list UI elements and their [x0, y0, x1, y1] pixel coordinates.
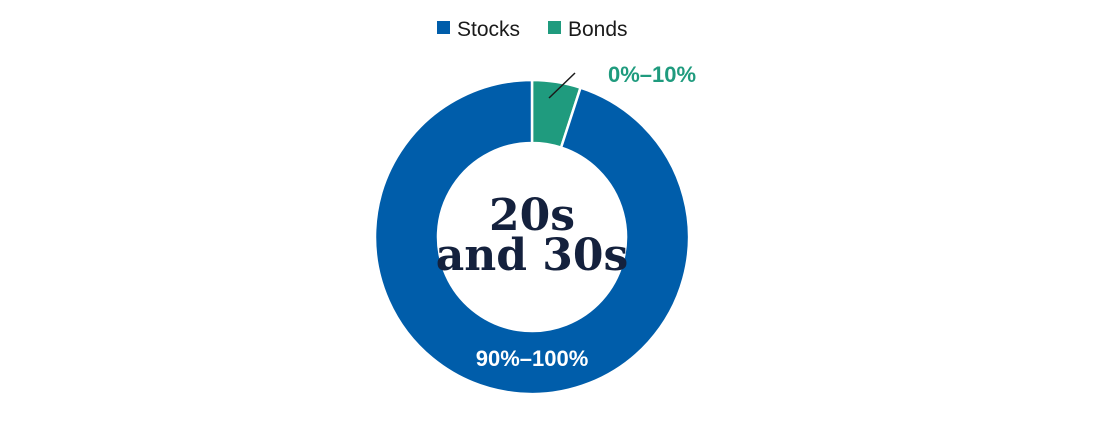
center-label-line-1: 20s	[489, 190, 575, 241]
legend-label-bonds: Bonds	[568, 18, 628, 41]
legend-item-bonds: Bonds	[548, 18, 628, 41]
center-label-line-2: and 30s	[436, 230, 629, 281]
slice-label-bonds: 0%–10%	[608, 62, 696, 87]
slice-stocks	[373, 78, 691, 396]
legend-swatch-bonds	[548, 21, 561, 34]
legend: Stocks Bonds	[437, 18, 628, 41]
slice-label-stocks: 90%–100%	[476, 346, 589, 371]
legend-item-stocks: Stocks	[437, 18, 520, 41]
legend-swatch-stocks	[437, 21, 450, 34]
legend-label-stocks: Stocks	[457, 18, 520, 41]
bonds-leader-line	[548, 72, 576, 99]
donut-slices	[373, 78, 691, 396]
